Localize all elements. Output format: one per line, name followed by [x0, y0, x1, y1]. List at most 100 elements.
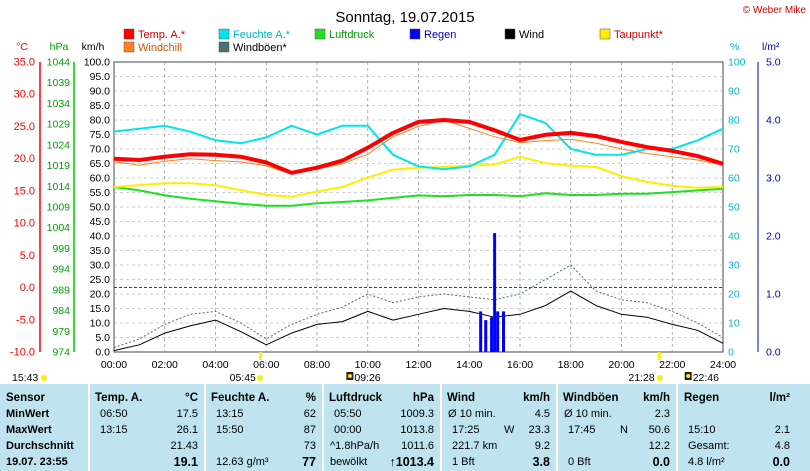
- wind-beaufort: 1 Bft: [452, 456, 475, 468]
- pressure-max-time: 00:00: [334, 424, 362, 436]
- gust-avg10-label: Ø 10 min.: [564, 408, 612, 420]
- pressure-max-value: 1013.8: [400, 424, 434, 436]
- temp-unit-label: °C: [16, 41, 28, 53]
- pressure-tick-label: 994: [52, 264, 70, 276]
- pressure-tick-label: 999: [52, 243, 70, 255]
- temp-tick-label: 35.0: [14, 57, 35, 69]
- gust-current: 0.0: [652, 455, 670, 469]
- legend-swatch: [314, 28, 326, 40]
- pressure-tick-label: 1014: [47, 181, 71, 193]
- legend-swatch: [599, 28, 611, 40]
- pressure-tick-label: 1044: [47, 57, 71, 69]
- pressure-tick-label: 984: [52, 305, 70, 317]
- x-tick-label: 00:00: [101, 359, 127, 371]
- pressure-tick-label: 1024: [47, 139, 71, 151]
- sunrise-marker: [258, 352, 262, 360]
- wind-max-value: 23.3: [528, 424, 550, 436]
- temp-unit: °C: [185, 392, 198, 404]
- rain-tick-label: 0.0: [766, 347, 781, 359]
- legend-label: Temp. A.*: [138, 29, 186, 41]
- pressure-header: Luftdruck: [329, 392, 383, 404]
- humidity-tick-label: 100: [728, 57, 746, 69]
- humidity-min-time: 13:15: [216, 408, 244, 420]
- moon-icon: [686, 374, 691, 378]
- sunrise-label: 05:45: [230, 372, 256, 384]
- temp-tick-label: 15.0: [14, 185, 35, 197]
- pressure-current: ↑1013.4: [390, 455, 434, 469]
- rain-bar: [502, 311, 506, 352]
- wind-tick-label: 90.0: [90, 86, 111, 98]
- pressure-tick-label: 1029: [47, 119, 71, 131]
- temp-header: Temp. A.: [95, 392, 143, 404]
- wind-tick-label: 95.0: [90, 71, 111, 83]
- humidity-tick-label: 30: [728, 260, 740, 272]
- x-tick-label: 22:00: [659, 359, 685, 371]
- rain-tick-label: 4.0: [766, 115, 781, 127]
- gust-beaufort: 0 Bft: [568, 456, 591, 468]
- pressure-current-value: 1013.4: [395, 455, 434, 469]
- humidity-tick-label: 10: [728, 318, 740, 330]
- timestamp: 19.07. 23:55: [6, 456, 68, 468]
- sunset-icon: [656, 375, 663, 381]
- gust-max-direction: N: [620, 424, 628, 436]
- temp-tick-label: 0.0: [20, 282, 35, 294]
- temp-current: 19.1: [173, 455, 198, 469]
- temp-average: 21.43: [170, 440, 198, 452]
- humidity-unit-label: %: [730, 41, 739, 53]
- wind-tick-label: 50.0: [90, 202, 111, 214]
- trend-up-icon: ↑: [389, 455, 396, 469]
- x-tick-label: 04:00: [202, 359, 228, 371]
- temp-max-time: 13:15: [100, 424, 128, 436]
- wind-unit: km/h: [523, 392, 550, 404]
- wind-current: 3.8: [532, 455, 550, 469]
- sun-icon: [41, 375, 47, 381]
- humidity-average: 73: [303, 440, 316, 452]
- humidity-tick-label: 90: [728, 86, 740, 98]
- wind-column: Wind km/h Ø 10 min. 4.5 17:25 W 23.3 221…: [442, 384, 556, 471]
- wind-max-time: 17:25: [452, 424, 480, 436]
- weather-forecast: bewölkt: [330, 456, 368, 468]
- wind-average: 9.2: [534, 440, 550, 452]
- wind-tick-label: 60.0: [90, 173, 111, 185]
- sunset-marker: [657, 352, 661, 360]
- series-temp: [113, 118, 724, 175]
- temp-column: Temp. A. °C 06:50 17.5 13:15 26.1 21.43 …: [90, 384, 204, 471]
- wind-tick-label: 45.0: [90, 216, 111, 228]
- series-layer: [113, 113, 724, 352]
- wind-max-direction: W: [504, 424, 515, 436]
- wind-distance: 221.7 km: [452, 440, 498, 452]
- pressure-tick-label: 974: [52, 347, 70, 359]
- wind-tick-label: 25.0: [90, 274, 111, 286]
- legend-label: Feuchte A.*: [233, 29, 291, 41]
- humidity-current: 77: [302, 455, 316, 469]
- humidity-absolute: 12.63 g/m³: [216, 456, 269, 468]
- rain-current: 0.0: [772, 455, 790, 469]
- humidity-max-value: 87: [303, 424, 316, 436]
- maxwert-label: MaxWert: [6, 424, 52, 436]
- legend-swatch: [218, 41, 230, 53]
- wind-tick-label: 85.0: [90, 100, 111, 112]
- wind-tick-label: 100.0: [84, 57, 110, 69]
- rain-tick-label: 1.0: [766, 289, 781, 301]
- pressure-tick-label: 1004: [47, 222, 71, 234]
- wind-tick-label: 15.0: [90, 303, 111, 315]
- gust-column: Windböen km/h Ø 10 min. 2.3 17:45 N 50.6…: [558, 384, 676, 471]
- rain-unit: l/m²: [769, 392, 790, 404]
- wind-tick-label: 75.0: [90, 129, 111, 141]
- pressure-average: 1011.6: [401, 440, 434, 452]
- moon-icon: [347, 374, 352, 378]
- pressure-min-time: 05:50: [334, 408, 362, 420]
- wind-tick-label: 0.0: [95, 347, 110, 359]
- x-tick-label: 12:00: [405, 359, 431, 371]
- stats-panel: Sensor MinWert MaxWert Durchschnitt 19.0…: [0, 384, 810, 471]
- wind-avg10-label: Ø 10 min.: [448, 408, 496, 420]
- humidity-max-time: 15:50: [216, 424, 244, 436]
- legend-label: Taupunkt*: [614, 29, 664, 41]
- sensor-header: Sensor: [6, 392, 45, 404]
- daylength-label: 15:43: [12, 372, 38, 384]
- rain-total-label: Gesamt:: [688, 440, 730, 452]
- pressure-unit-label: hPa: [50, 41, 69, 53]
- rain-bar: [493, 233, 497, 352]
- moonrise-label: 09:26: [354, 372, 380, 384]
- gust-header: Windböen: [563, 392, 619, 404]
